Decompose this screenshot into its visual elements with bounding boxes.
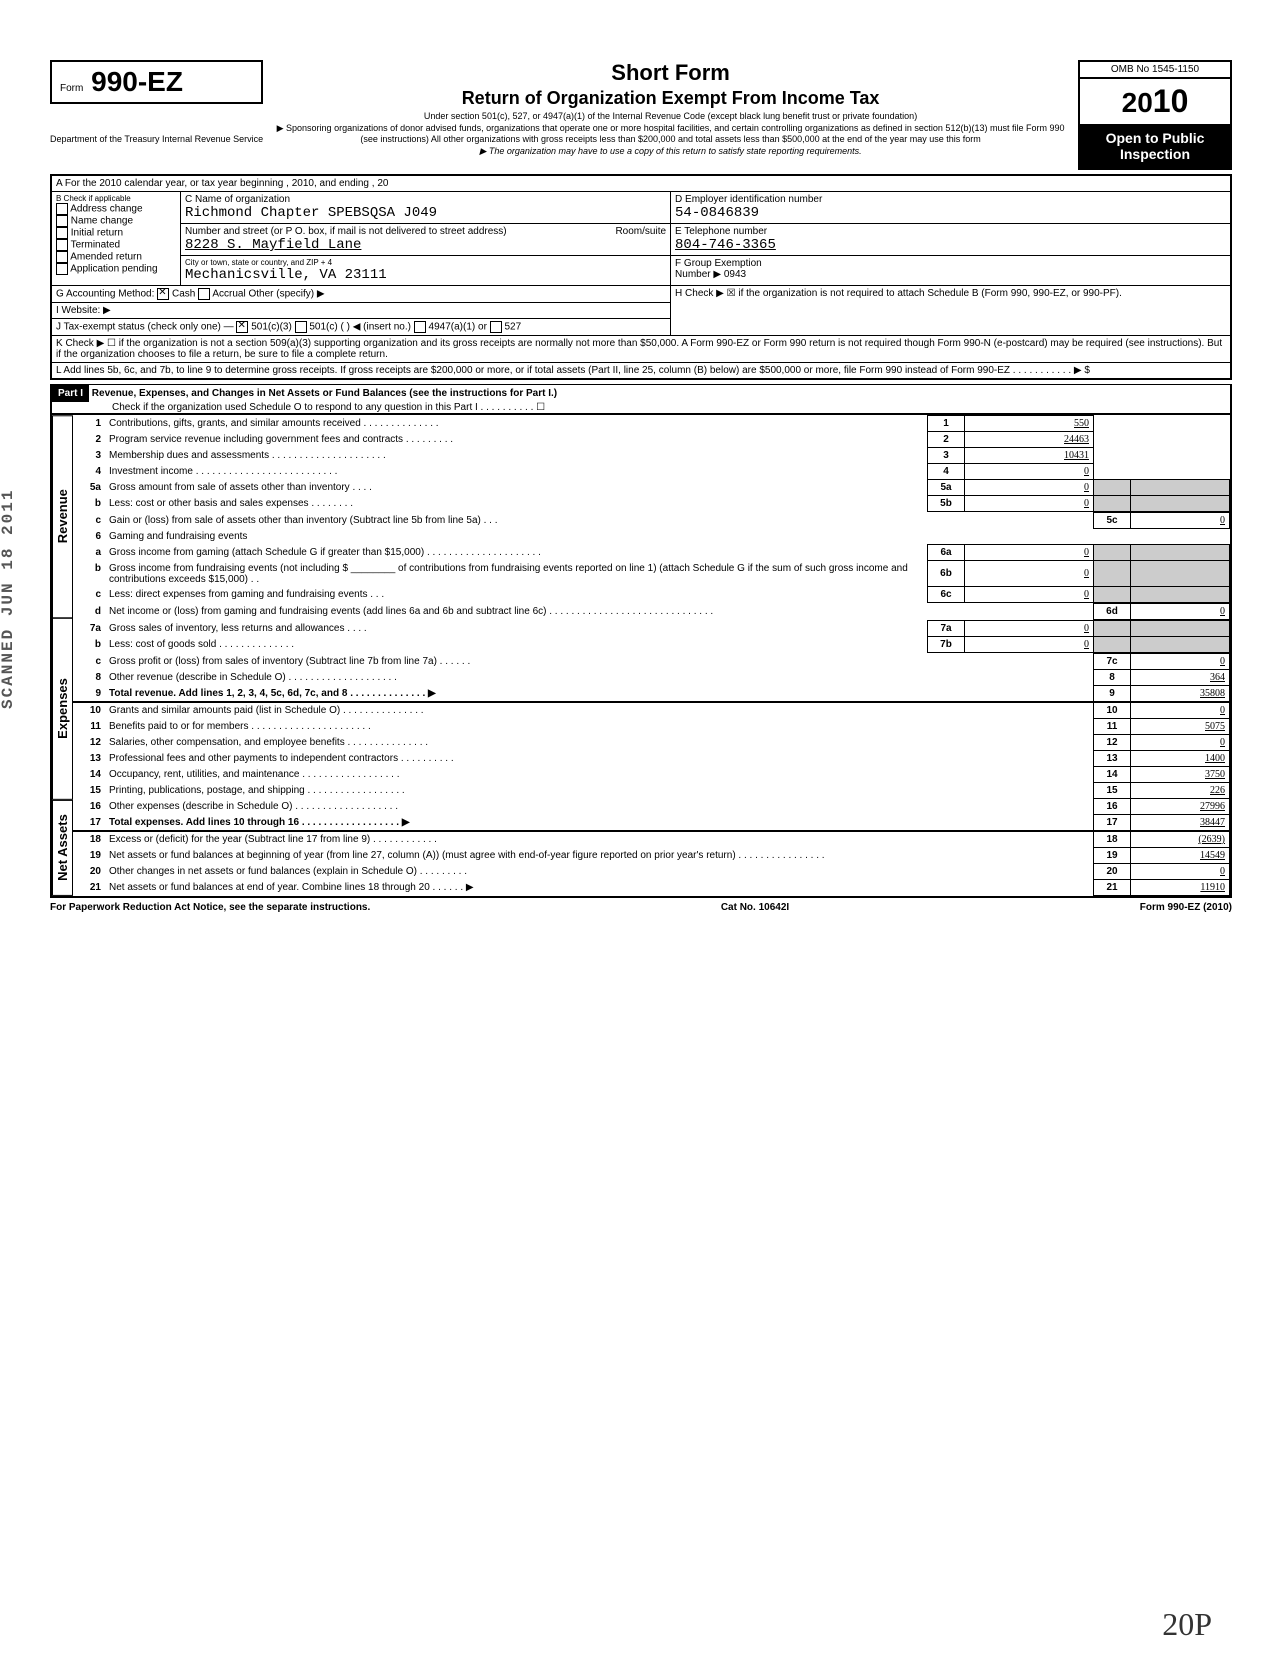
cb-4947[interactable] (414, 321, 426, 333)
row-a: A For the 2010 calendar year, or tax yea… (51, 175, 1231, 192)
open-public: Open to Public Inspection (1080, 124, 1230, 168)
addr-label: Number and street (or P O. box, if mail … (185, 226, 507, 237)
cb-name-change[interactable] (56, 215, 68, 227)
row-k: K Check ▶ ☐ if the organization is not a… (51, 336, 1231, 363)
under-section: Under section 501(c), 527, or 4947(a)(1)… (273, 111, 1068, 123)
street-address: 8228 S. Mayfield Lane (185, 237, 666, 253)
short-form-title: Short Form (273, 60, 1068, 86)
copy-note: ▶ The organization may have to use a cop… (273, 146, 1068, 158)
cb-address-change[interactable] (56, 203, 68, 215)
lines-table: 1Contributions, gifts, grants, and simil… (73, 415, 1230, 512)
hand-note: 20P (1162, 1606, 1212, 1643)
city-state-zip: Mechanicsville, VA 23111 (185, 267, 666, 283)
form-header: Form 990-EZ Department of the Treasury I… (50, 60, 1232, 170)
ein: 54-0846839 (675, 205, 1226, 221)
cb-terminated[interactable] (56, 239, 68, 251)
room-label: Room/suite (615, 226, 666, 237)
part1-title: Revenue, Expenses, and Changes in Net As… (92, 388, 557, 399)
cb-501c[interactable] (295, 321, 307, 333)
part1-label: Part I (52, 385, 89, 402)
group-exemption: Number ▶ 0943 (675, 269, 1226, 280)
cb-amended[interactable] (56, 251, 68, 263)
form-number: 990-EZ (91, 66, 183, 97)
tax-year: 2010 (1080, 79, 1230, 124)
row-h: H Check ▶ ☒ if the organization is not r… (671, 286, 1231, 336)
form-prefix: Form (60, 83, 83, 94)
phone: 804-746-3365 (675, 237, 1226, 253)
e-label: E Telephone number (675, 226, 1226, 237)
footer: For Paperwork Reduction Act Notice, see … (50, 902, 1232, 913)
footer-left: For Paperwork Reduction Act Notice, see … (50, 902, 370, 913)
footer-mid: Cat No. 10642I (721, 902, 789, 913)
b-label: B Check if applicable (56, 194, 176, 203)
sidebar-netassets: Net Assets (52, 800, 73, 896)
cb-cash[interactable] (157, 288, 169, 300)
f-label: F Group Exemption (675, 258, 1226, 269)
sponsor-note: ▶ Sponsoring organizations of donor advi… (273, 123, 1068, 146)
footer-right: Form 990-EZ (2010) (1140, 902, 1232, 913)
g-label: G Accounting Method: (56, 289, 154, 300)
sidebar-revenue: Revenue (52, 415, 73, 618)
cb-501c3[interactable] (236, 321, 248, 333)
cb-527[interactable] (490, 321, 502, 333)
j-label: J Tax-exempt status (check only one) — (56, 322, 234, 333)
city-label: City or town, state or country, and ZIP … (185, 258, 666, 267)
part1-check: Check if the organization used Schedule … (52, 402, 545, 413)
org-name: Richmond Chapter SPEBSQSA J049 (185, 205, 666, 221)
row-i: I Website: ▶ (51, 303, 671, 319)
form-number-box: Form 990-EZ (50, 60, 263, 104)
cb-initial-return[interactable] (56, 227, 68, 239)
scanned-stamp: SCANNED JUN 18 2011 (0, 489, 17, 709)
return-subtitle: Return of Organization Exempt From Incom… (273, 88, 1068, 109)
d-label: D Employer identification number (675, 194, 1226, 205)
sidebar-expenses: Expenses (52, 618, 73, 800)
cb-accrual[interactable] (198, 288, 210, 300)
cb-pending[interactable] (56, 263, 68, 275)
omb-box: OMB No 1545-1150 2010 Open to Public Ins… (1078, 60, 1232, 170)
dept-label: Department of the Treasury Internal Reve… (50, 134, 263, 144)
omb-number: OMB No 1545-1150 (1080, 62, 1230, 79)
row-l: L Add lines 5b, 6c, and 7b, to line 9 to… (51, 363, 1231, 380)
c-name-label: C Name of organization (185, 194, 666, 205)
identity-table: A For the 2010 calendar year, or tax yea… (50, 174, 1232, 380)
